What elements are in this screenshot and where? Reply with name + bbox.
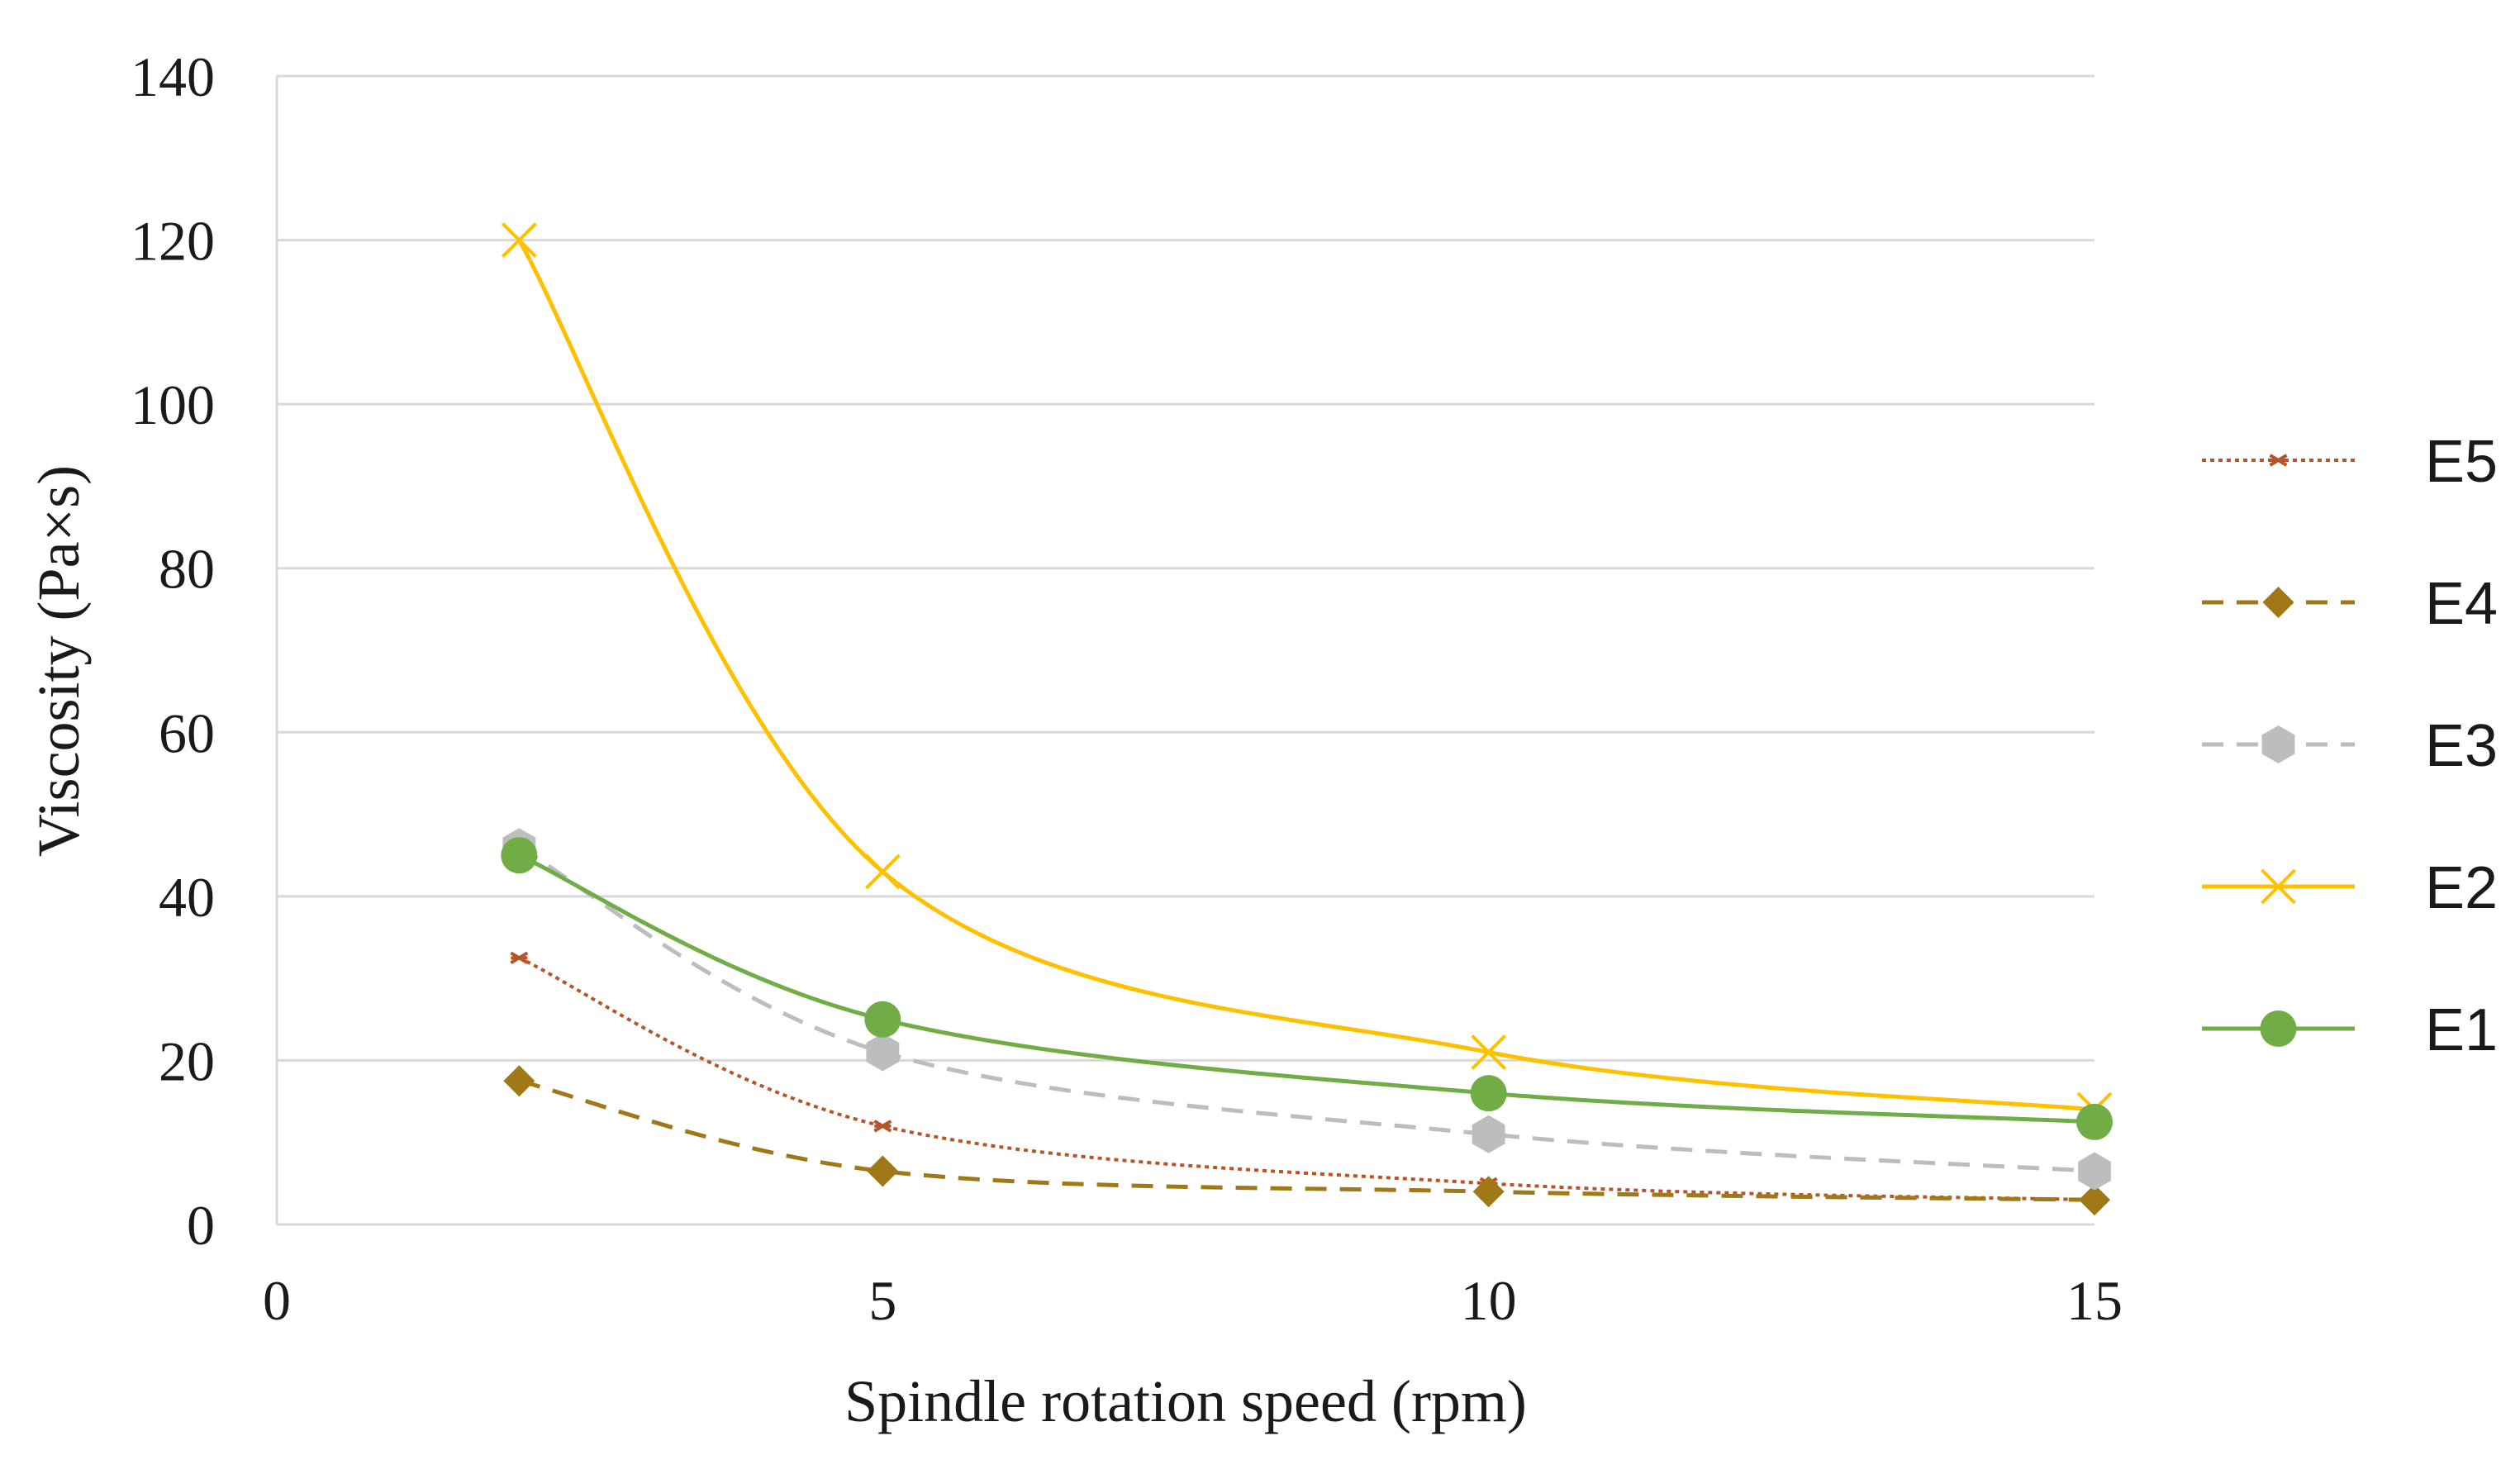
marker-e1-x15 <box>2076 1103 2113 1140</box>
marker-e1-x5 <box>864 1001 901 1038</box>
marker-e2-x2-stroke-b <box>501 222 537 258</box>
series-lines <box>517 239 2095 1202</box>
legend-marker-e5 <box>2269 454 2288 467</box>
marker-e2-x5-stroke-b <box>864 853 901 890</box>
y-tick-label-40: 40 <box>159 866 215 929</box>
y-tick-label-60: 60 <box>159 701 215 764</box>
legend-marker-e3 <box>2261 725 2295 763</box>
marker-e4-x10 <box>1472 1176 1505 1208</box>
y-tick-label-120: 120 <box>131 210 215 273</box>
gridlines <box>277 74 2094 1062</box>
legend-label-e4: E4 <box>2425 571 2498 637</box>
series-line-e5 <box>518 956 2095 1202</box>
legend-marker-e1 <box>2260 1010 2297 1047</box>
marker-e2-x5 <box>864 853 901 890</box>
legend-label-e5: E5 <box>2425 429 2498 495</box>
marker-e3-x10 <box>1472 1115 1505 1153</box>
legend-item-e1: E1 <box>2202 997 2498 1063</box>
legend-item-e3: E3 <box>2202 713 2498 779</box>
legend-marker-e2-stroke-b <box>2261 868 2296 905</box>
marker-e4-x2 <box>503 1065 535 1097</box>
marker-e2-x2 <box>501 222 537 258</box>
legend-label-e3: E3 <box>2425 713 2498 779</box>
marker-e2-x10 <box>1471 1034 1507 1070</box>
x-tick-label-0: 0 <box>263 1269 291 1332</box>
series-markers <box>501 222 2113 1216</box>
y-tick-label-20: 20 <box>159 1029 215 1092</box>
x-tick-label-15: 15 <box>2066 1269 2123 1332</box>
marker-e3-x5 <box>866 1033 900 1072</box>
marker-e1-x2 <box>501 837 538 874</box>
marker-e4-x5 <box>867 1155 899 1187</box>
y-tick-label-100: 100 <box>131 373 215 436</box>
series-line-e3 <box>518 845 2095 1173</box>
y-axis-title: Viscosity (Pa×s) <box>26 465 92 857</box>
legend-label-e2: E2 <box>2425 855 2498 921</box>
y-tick-label-80: 80 <box>159 538 215 601</box>
marker-e3-x15 <box>2078 1152 2111 1191</box>
legend-item-e4: E4 <box>2202 571 2498 637</box>
marker-e5-x2 <box>510 951 529 965</box>
legend-marker-e2 <box>2261 868 2296 905</box>
tick-labels: 0 20 40 60 80 100 120 140 0 5 10 15 <box>131 45 2123 1332</box>
axes <box>275 76 2094 1226</box>
legend: E5 E4 E3 E2 E1 <box>2202 429 2498 1063</box>
marker-e1-x10 <box>1470 1075 1507 1112</box>
marker-e2-x10-stroke-b <box>1471 1034 1507 1070</box>
marker-e5-x5 <box>873 1120 892 1133</box>
legend-item-e2: E2 <box>2202 855 2498 921</box>
y-tick-label-0: 0 <box>187 1194 215 1257</box>
x-tick-label-10: 10 <box>1461 1269 1517 1332</box>
legend-marker-e4 <box>2262 587 2294 618</box>
x-tick-label-5: 5 <box>868 1269 896 1332</box>
legend-item-e5: E5 <box>2202 429 2498 495</box>
series-line-e1 <box>518 853 2095 1125</box>
x-axis-title: Spindle rotation speed (rpm) <box>844 1368 1527 1434</box>
series-line-e2 <box>517 239 2095 1112</box>
marker-e4-x15 <box>2079 1184 2110 1216</box>
series-line-e4 <box>518 1078 2095 1202</box>
legend-label-e1: E1 <box>2425 997 2498 1063</box>
y-tick-label-140: 140 <box>131 45 215 108</box>
